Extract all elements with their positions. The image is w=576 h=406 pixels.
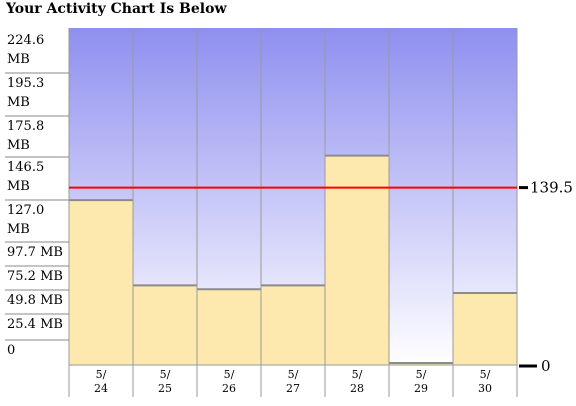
y-tick-label: 49.8 MB bbox=[7, 293, 63, 308]
x-tick-label: 28 bbox=[350, 382, 364, 395]
y-tick-label: 127.0 bbox=[7, 203, 44, 218]
y-tick-label: 75.2 MB bbox=[7, 269, 63, 284]
x-tick-label: 5/ bbox=[480, 368, 491, 381]
y-tick-label: 97.7 MB bbox=[7, 245, 63, 260]
column-background bbox=[389, 28, 453, 365]
x-tick-label: 25 bbox=[158, 382, 172, 395]
y-tick-label: 195.3 bbox=[7, 76, 44, 91]
x-tick-label: 26 bbox=[222, 382, 236, 395]
y-tick-label: 224.6 bbox=[7, 33, 44, 48]
x-tick-label: 5/ bbox=[96, 368, 107, 381]
x-tick-label: 29 bbox=[414, 382, 428, 395]
bar bbox=[261, 284, 325, 365]
y-tick-label: MB bbox=[7, 179, 30, 194]
y-tick-label: MB bbox=[7, 95, 30, 110]
x-tick-label: 5/ bbox=[352, 368, 363, 381]
x-tick-label: 5/ bbox=[160, 368, 171, 381]
y-tick-label: MB bbox=[7, 222, 30, 237]
y-tick-label: MB bbox=[7, 52, 30, 67]
y-tick-label: 25.4 MB bbox=[7, 317, 63, 332]
x-tick-label: 5/ bbox=[224, 368, 235, 381]
x-tick-label: 5/ bbox=[416, 368, 427, 381]
y-tick-label: MB bbox=[7, 138, 30, 153]
reference-label: 139.5 bbox=[530, 179, 573, 197]
x-tick-label: 24 bbox=[94, 382, 108, 395]
zero-label: 0 bbox=[541, 357, 551, 375]
x-tick-label: 5/ bbox=[288, 368, 299, 381]
bar bbox=[69, 199, 133, 365]
bar bbox=[197, 288, 261, 365]
bar bbox=[453, 292, 517, 365]
bar bbox=[325, 155, 389, 365]
x-tick-label: 27 bbox=[286, 382, 300, 395]
bar bbox=[133, 284, 197, 365]
y-tick-label: 146.5 bbox=[7, 160, 44, 175]
x-tick-label: 30 bbox=[478, 382, 492, 395]
chart-title: Your Activity Chart Is Below bbox=[6, 1, 227, 17]
y-tick-label: 0 bbox=[7, 343, 15, 358]
y-tick-label: 175.8 bbox=[7, 119, 44, 134]
